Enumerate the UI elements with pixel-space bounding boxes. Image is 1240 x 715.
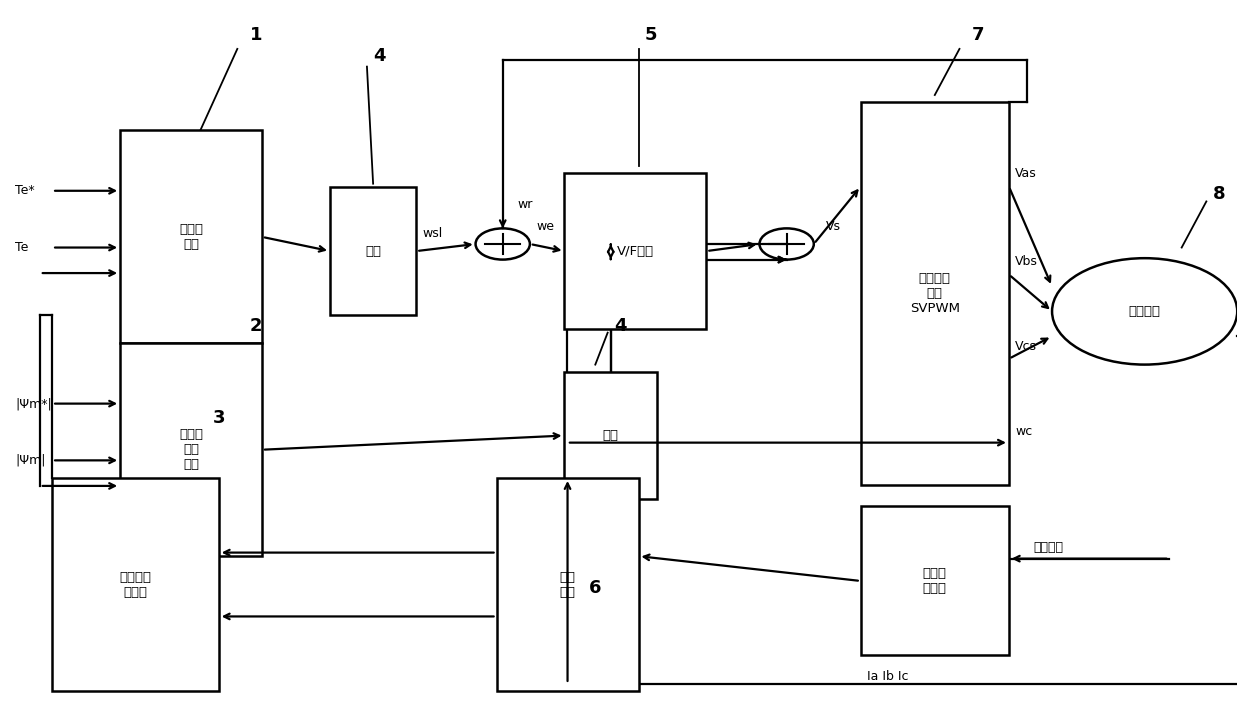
Text: 2: 2: [249, 317, 262, 335]
Text: Te*: Te*: [15, 184, 35, 197]
Text: 3: 3: [212, 409, 224, 427]
Text: 磁链幅
值调
节器: 磁链幅 值调 节器: [179, 428, 203, 471]
Text: 空间欠量
调制
SVPWM: 空间欠量 调制 SVPWM: [910, 272, 960, 315]
Text: 磁链转矩
观测器: 磁链转矩 观测器: [119, 571, 151, 598]
FancyBboxPatch shape: [861, 102, 1009, 485]
Text: wsl: wsl: [423, 227, 443, 240]
Text: 7: 7: [972, 26, 985, 44]
Text: |Ψm|: |Ψm|: [15, 454, 46, 467]
Text: 限幅: 限幅: [365, 245, 381, 257]
FancyBboxPatch shape: [496, 478, 639, 691]
Text: Vbs: Vbs: [1016, 255, 1038, 268]
Text: V/F曲线: V/F曲线: [616, 245, 653, 257]
Text: 欠量
变换: 欠量 变换: [559, 571, 575, 598]
Text: 开关状态: 开关状态: [1033, 541, 1064, 555]
Text: |Ψm*|: |Ψm*|: [15, 397, 52, 410]
FancyBboxPatch shape: [120, 130, 262, 343]
Text: 4: 4: [614, 317, 626, 335]
Text: 6: 6: [589, 579, 601, 597]
Text: Vs: Vs: [826, 220, 841, 233]
Text: we: we: [536, 220, 554, 233]
Text: wc: wc: [1016, 425, 1032, 438]
FancyBboxPatch shape: [120, 343, 262, 556]
Circle shape: [1052, 258, 1238, 365]
FancyBboxPatch shape: [564, 173, 707, 329]
Text: Ia Ib Ic: Ia Ib Ic: [867, 670, 909, 684]
Text: Vcs: Vcs: [1016, 340, 1037, 352]
Text: 转矩调
节器: 转矩调 节器: [179, 223, 203, 251]
FancyBboxPatch shape: [52, 478, 218, 691]
Text: wr: wr: [517, 199, 533, 212]
Text: 1: 1: [249, 26, 262, 44]
Text: Vas: Vas: [1016, 167, 1037, 180]
Text: 电机电
压重构: 电机电 压重构: [923, 567, 947, 595]
FancyBboxPatch shape: [564, 372, 657, 499]
FancyBboxPatch shape: [861, 506, 1009, 656]
Text: 异步电机: 异步电机: [1128, 305, 1161, 318]
Text: 5: 5: [645, 26, 657, 44]
Text: 限幅: 限幅: [603, 429, 619, 442]
Text: Te: Te: [15, 241, 29, 254]
Text: 8: 8: [1213, 185, 1225, 203]
Text: 4: 4: [373, 47, 386, 65]
FancyBboxPatch shape: [330, 187, 417, 315]
